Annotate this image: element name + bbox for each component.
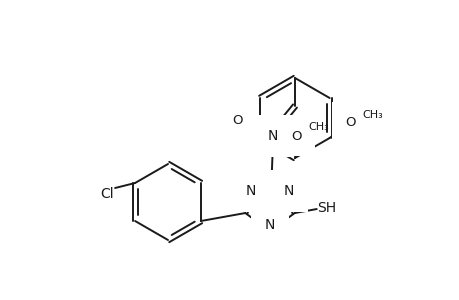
Text: O: O	[232, 115, 242, 128]
Text: CH₃: CH₃	[362, 110, 382, 120]
Text: SH: SH	[316, 201, 336, 215]
Text: N: N	[245, 184, 255, 198]
Text: N: N	[267, 129, 278, 143]
Text: N: N	[284, 184, 294, 198]
Text: O: O	[345, 116, 355, 128]
Text: O: O	[291, 130, 302, 142]
Text: CH₃: CH₃	[308, 122, 329, 132]
Text: N: N	[264, 218, 274, 232]
Text: Cl: Cl	[100, 187, 114, 201]
